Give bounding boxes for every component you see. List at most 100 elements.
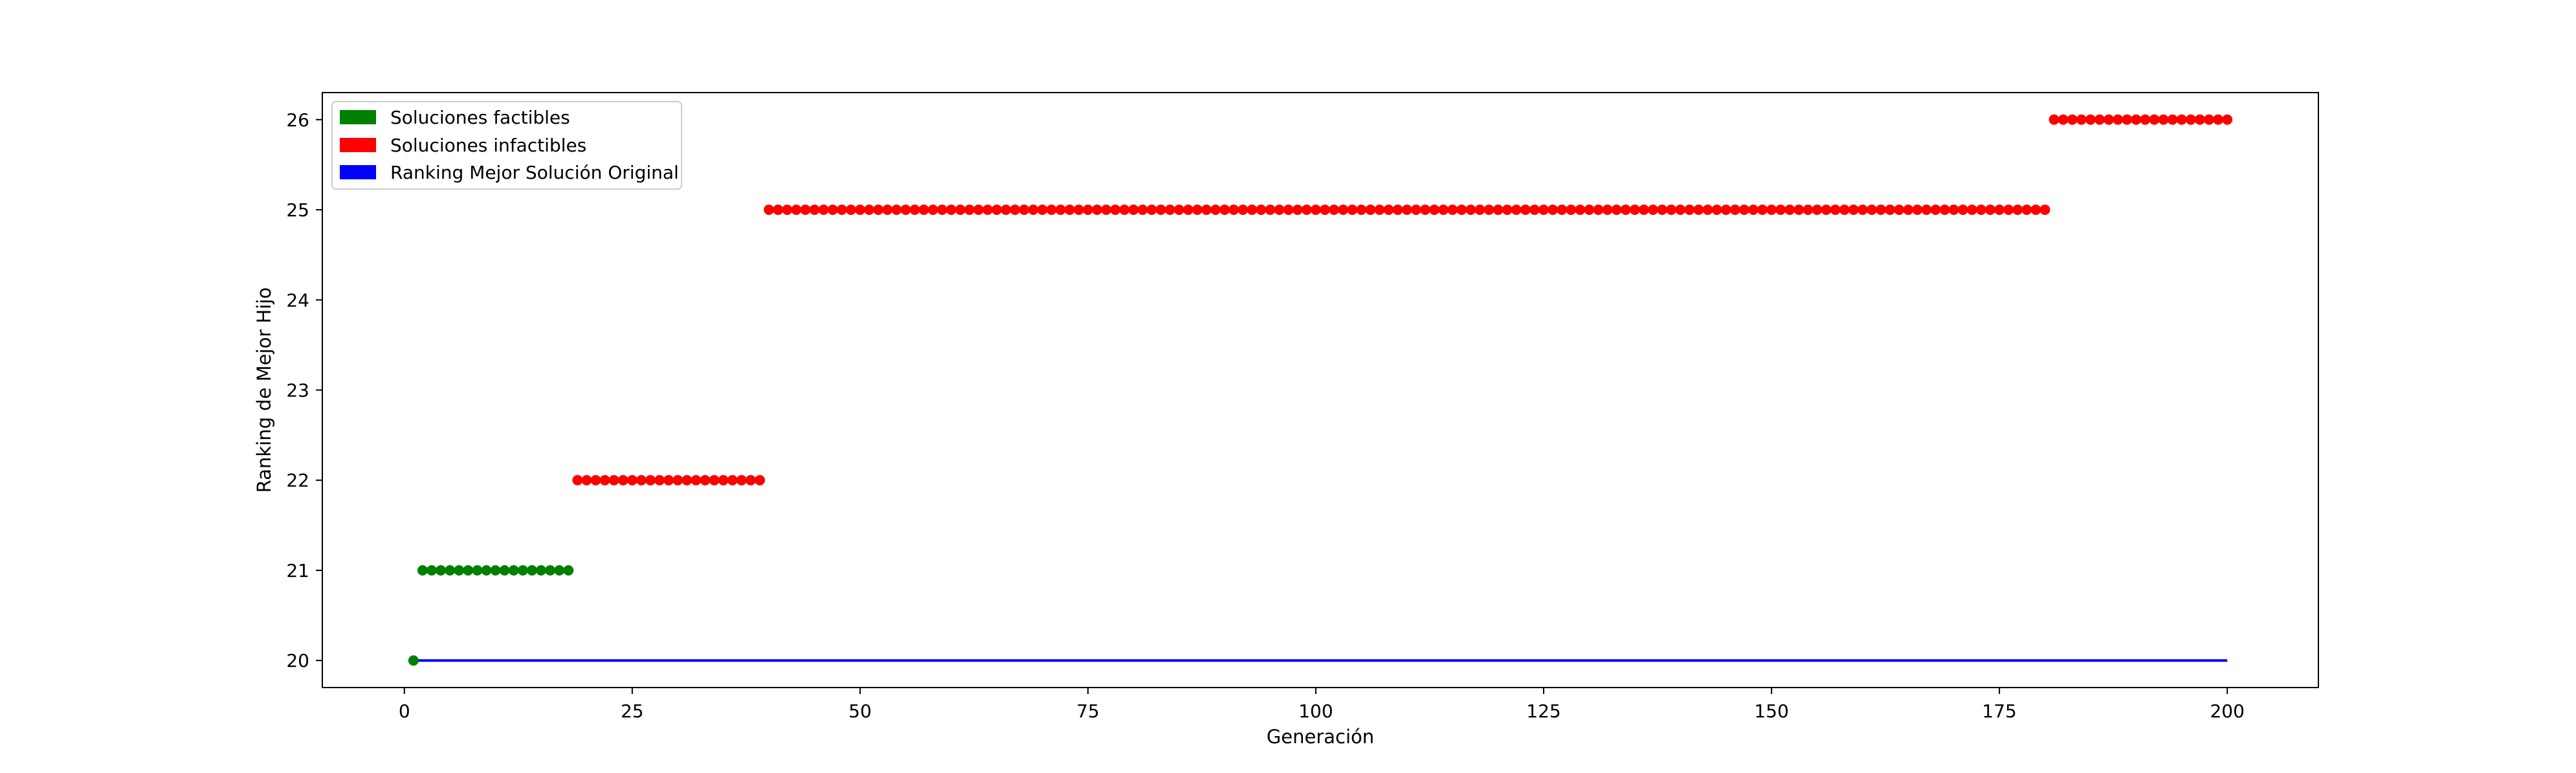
point-infeasible — [1347, 205, 1358, 216]
point-infeasible — [2113, 114, 2124, 125]
point-infeasible — [581, 475, 592, 486]
y-tick-label: 25 — [286, 199, 309, 221]
point-feasible — [490, 565, 501, 576]
point-infeasible — [2131, 114, 2142, 125]
point-infeasible — [900, 205, 911, 216]
point-infeasible — [1939, 205, 1950, 216]
point-infeasible — [1766, 205, 1777, 216]
point-infeasible — [2012, 205, 2023, 216]
point-infeasible — [645, 475, 656, 486]
legend-label-feasible: Soluciones factibles — [390, 107, 570, 128]
x-axis: 0 25 50 75 100 125 150 175 200 — [399, 688, 2245, 722]
point-infeasible — [1784, 205, 1795, 216]
point-infeasible — [2085, 114, 2096, 125]
point-infeasible — [2104, 114, 2115, 125]
point-infeasible — [1602, 205, 1613, 216]
point-infeasible — [736, 475, 747, 486]
point-infeasible — [891, 205, 902, 216]
point-infeasible — [1329, 205, 1340, 216]
point-infeasible — [1292, 205, 1303, 216]
point-infeasible — [1985, 205, 1996, 216]
point-infeasible — [2030, 205, 2041, 216]
x-tick-label: 25 — [621, 700, 644, 722]
point-infeasible — [1975, 205, 1986, 216]
point-infeasible — [764, 205, 775, 216]
point-infeasible — [636, 475, 647, 486]
point-infeasible — [1529, 205, 1540, 216]
point-infeasible — [1338, 205, 1349, 216]
point-infeasible — [1812, 205, 1823, 216]
point-infeasible — [1575, 205, 1586, 216]
point-infeasible — [1803, 205, 1814, 216]
point-infeasible — [1374, 205, 1385, 216]
point-infeasible — [1301, 205, 1312, 216]
point-infeasible — [1593, 205, 1604, 216]
point-feasible — [417, 565, 428, 576]
point-infeasible — [1401, 205, 1412, 216]
point-infeasible — [1320, 205, 1331, 216]
point-infeasible — [1128, 205, 1139, 216]
point-infeasible — [2204, 114, 2215, 125]
point-infeasible — [1857, 205, 1868, 216]
point-infeasible — [1538, 205, 1549, 216]
point-infeasible — [1419, 205, 1430, 216]
point-infeasible — [2076, 114, 2087, 125]
point-infeasible — [1775, 205, 1786, 216]
point-infeasible — [1903, 205, 1914, 216]
point-infeasible — [663, 475, 674, 486]
point-infeasible — [1748, 205, 1759, 216]
point-infeasible — [1465, 205, 1476, 216]
point-infeasible — [1793, 205, 1804, 216]
legend-swatch-infeasible — [340, 138, 376, 152]
point-infeasible — [818, 205, 829, 216]
point-infeasible — [836, 205, 847, 216]
point-infeasible — [2194, 114, 2205, 125]
x-tick-label: 0 — [399, 700, 410, 722]
point-infeasible — [1210, 205, 1221, 216]
point-infeasible — [2003, 205, 2014, 216]
point-infeasible — [1283, 205, 1294, 216]
point-infeasible — [1028, 205, 1039, 216]
y-tick-label: 26 — [286, 109, 309, 131]
y-tick-label: 23 — [286, 380, 309, 401]
point-infeasible — [682, 475, 693, 486]
point-infeasible — [1720, 205, 1731, 216]
point-infeasible — [709, 475, 720, 486]
point-infeasible — [1638, 205, 1649, 216]
point-infeasible — [2067, 114, 2078, 125]
point-feasible — [517, 565, 528, 576]
x-tick-label: 125 — [1526, 700, 1560, 722]
point-feasible — [481, 565, 492, 576]
point-infeasible — [1037, 205, 1048, 216]
point-infeasible — [1994, 205, 2005, 216]
point-infeasible — [2140, 114, 2151, 125]
point-infeasible — [955, 205, 966, 216]
y-tick-label: 22 — [286, 470, 309, 491]
point-infeasible — [1957, 205, 1968, 216]
point-infeasible — [1584, 205, 1595, 216]
point-infeasible — [1729, 205, 1740, 216]
point-infeasible — [1091, 205, 1102, 216]
point-infeasible — [809, 205, 820, 216]
point-infeasible — [1064, 205, 1075, 216]
point-infeasible — [1520, 205, 1531, 216]
point-infeasible — [863, 205, 874, 216]
point-infeasible — [1438, 205, 1449, 216]
point-infeasible — [1657, 205, 1668, 216]
x-tick-label: 150 — [1754, 700, 1788, 722]
point-infeasible — [627, 475, 638, 486]
y-tick-label: 24 — [286, 289, 309, 311]
point-feasible — [408, 655, 419, 666]
y-tick-label: 21 — [286, 560, 309, 581]
series-layer — [408, 114, 2233, 666]
y-axis: 20 21 22 23 24 25 26 — [286, 109, 322, 671]
x-tick-label: 50 — [849, 700, 872, 722]
point-infeasible — [854, 205, 865, 216]
point-infeasible — [927, 205, 938, 216]
point-infeasible — [1137, 205, 1148, 216]
point-feasible — [545, 565, 556, 576]
point-infeasible — [1511, 205, 1522, 216]
point-feasible — [445, 565, 456, 576]
point-infeasible — [1757, 205, 1768, 216]
